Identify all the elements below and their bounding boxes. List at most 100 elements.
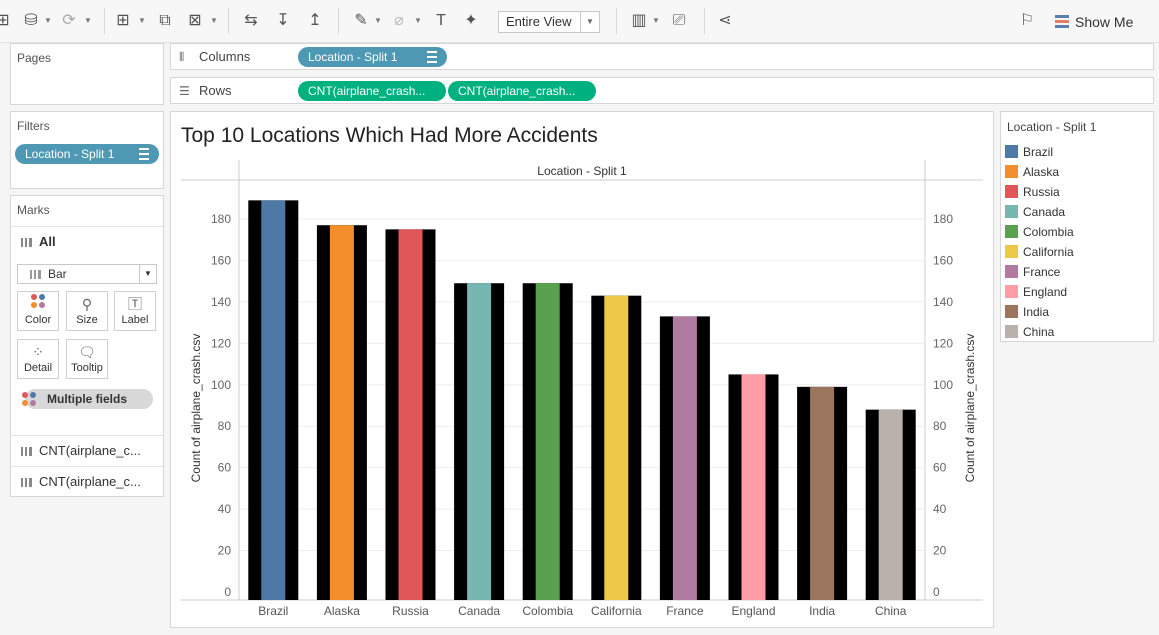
bar-alaska[interactable] [329, 225, 354, 600]
rows-pill-label: CNT(airplane_crash... [308, 84, 426, 98]
pin-icon[interactable]: ✦ [464, 12, 478, 29]
marks-card-row[interactable]: CNT(airplane_c... [11, 466, 163, 496]
chevron-down-icon[interactable]: ▼ [139, 265, 156, 283]
legend-item[interactable]: Canada [1005, 202, 1065, 222]
chevron-down-icon[interactable]: ▼ [652, 16, 660, 25]
legend-item[interactable]: France [1005, 262, 1060, 282]
marks-card-label: CNT(airplane_c... [39, 474, 141, 489]
duplicate-icon[interactable]: ⧉ [159, 12, 171, 29]
legend-item[interactable]: California [1005, 242, 1074, 262]
columns-shelf[interactable]: ⦀ Columns Location - Split 1 [170, 43, 1154, 70]
legend-label: Alaska [1023, 165, 1060, 179]
detail-button[interactable]: ⁘ Detail [17, 339, 59, 379]
y-tick-label: 120 [211, 336, 231, 350]
legend-item[interactable]: Alaska [1005, 162, 1059, 182]
swap-icon[interactable]: ⇆ [244, 12, 258, 29]
sort-descending-icon[interactable]: ↥ [308, 12, 322, 29]
y-tick-label: 180 [211, 212, 231, 226]
legend-item[interactable]: China [1005, 322, 1054, 342]
presentation-icon[interactable]: ⎚ [672, 12, 686, 29]
bar-chart[interactable]: Location - Split 1 0 0 20 20 40 40 60 60 80 80 100 1… [171, 112, 993, 627]
label-button[interactable]: 🅃 Label [114, 291, 156, 331]
marks-card-label: CNT(airplane_c... [39, 443, 141, 458]
y-tick-label-right: 60 [933, 461, 947, 475]
rows-pill[interactable]: CNT(airplane_crash... [448, 81, 596, 101]
y-tick-label: 140 [211, 295, 231, 309]
new-worksheet-icon[interactable]: ⊞ [116, 12, 130, 29]
attach-icon[interactable]: ⌀ [394, 12, 404, 29]
chevron-down-icon[interactable]: ▼ [414, 16, 422, 25]
x-tick-label: Russia [392, 604, 429, 618]
y-tick-label-right: 40 [933, 502, 947, 516]
toolbar: ⊞ ⛁ ▼ ⟳ ▼ ⊞ ▼ ⧉ ⊠ ▼ ⇆ ↧ ↥ ✎ ▼ ⌀ ▼ T ✦ En… [0, 0, 1159, 43]
chevron-down-icon[interactable]: ▼ [210, 16, 218, 25]
bar-brazil[interactable] [261, 200, 286, 600]
text-label-icon[interactable]: T [436, 12, 446, 29]
share-icon[interactable]: ⋖ [718, 12, 732, 29]
filters-shelf[interactable]: Filters Location - Split 1 [10, 111, 164, 189]
bar-france[interactable] [672, 316, 697, 600]
chevron-down-icon[interactable]: ▼ [580, 12, 599, 32]
bar-canada[interactable] [467, 283, 492, 600]
datasource-icon[interactable]: ⛁ [24, 12, 38, 29]
show-me-icon [1055, 15, 1069, 29]
legend-swatch [1005, 325, 1018, 338]
highlight-icon[interactable]: ✎ [354, 12, 368, 29]
chevron-down-icon[interactable]: ▼ [84, 16, 92, 25]
legend-item[interactable]: Colombia [1005, 222, 1074, 242]
bar-russia[interactable] [398, 229, 423, 600]
color-button[interactable]: Color [17, 291, 59, 331]
format-painter-icon[interactable]: ⚐ [1019, 12, 1035, 29]
bar-chart-icon [21, 478, 32, 487]
bar-india[interactable] [810, 386, 835, 600]
marks-all-row[interactable]: All [11, 226, 163, 256]
new-data-source-icon[interactable]: ⊞ [0, 12, 10, 29]
tooltip-button[interactable]: 🗨 Tooltip [66, 339, 108, 379]
filter-pill-location[interactable]: Location - Split 1 [15, 144, 159, 164]
show-cards-icon[interactable]: ▥ [631, 12, 647, 29]
legend-swatch [1005, 165, 1018, 178]
size-button[interactable]: ⚲ Size [66, 291, 108, 331]
column-header: Location - Split 1 [537, 164, 627, 178]
mark-type-dropdown[interactable]: Bar ▼ [17, 264, 157, 284]
fit-dropdown[interactable]: Entire View ▼ [498, 11, 600, 33]
multiple-fields-label: Multiple fields [47, 392, 128, 406]
legend-item[interactable]: India [1005, 302, 1049, 322]
fit-dropdown-label: Entire View [506, 14, 572, 29]
multiple-fields-pill[interactable]: Multiple fields [22, 389, 153, 409]
rows-shelf[interactable]: ☰ Rows CNT(airplane_crash... CNT(airplane… [170, 77, 1154, 104]
refresh-icon[interactable]: ⟳ [62, 12, 76, 29]
columns-icon: ⦀ [179, 50, 185, 64]
bar-england[interactable] [741, 374, 766, 600]
pages-shelf[interactable]: Pages [10, 43, 164, 105]
columns-pill-location[interactable]: Location - Split 1 [298, 47, 447, 67]
color-icon [18, 292, 58, 314]
legend-item[interactable]: Russia [1005, 182, 1060, 202]
show-me-label: Show Me [1075, 14, 1134, 30]
y-tick-label: 80 [218, 419, 232, 433]
legend-item[interactable]: England [1005, 282, 1067, 302]
bar-china[interactable] [878, 409, 903, 600]
y-tick-label-right: 140 [933, 295, 953, 309]
show-me-button[interactable]: Show Me [1055, 11, 1133, 33]
y-axis-title-right: Count of airplane_crash.csv [963, 334, 977, 483]
bar-california[interactable] [604, 295, 629, 600]
y-tick-label-right: 160 [933, 253, 953, 267]
legend-swatch [1005, 185, 1018, 198]
sort-ascending-icon[interactable]: ↧ [276, 12, 290, 29]
chevron-down-icon[interactable]: ▼ [374, 16, 382, 25]
legend-label: Canada [1023, 205, 1066, 219]
bar-colombia[interactable] [535, 283, 560, 600]
chevron-down-icon[interactable]: ▼ [138, 16, 146, 25]
clear-icon[interactable]: ⊠ [188, 12, 202, 29]
x-tick-label: Brazil [258, 604, 288, 618]
mark-type-label: Bar [48, 267, 67, 281]
bar-chart-icon [21, 238, 32, 247]
chevron-down-icon[interactable]: ▼ [44, 16, 52, 25]
rows-shelf-label: ☰ Rows [179, 78, 232, 104]
columns-shelf-label: ⦀ Columns [179, 44, 250, 70]
toolbar-divider [704, 8, 705, 34]
marks-card-row[interactable]: CNT(airplane_c... [11, 435, 163, 465]
rows-pill[interactable]: CNT(airplane_crash... [298, 81, 446, 101]
legend-item[interactable]: Brazil [1005, 142, 1053, 162]
